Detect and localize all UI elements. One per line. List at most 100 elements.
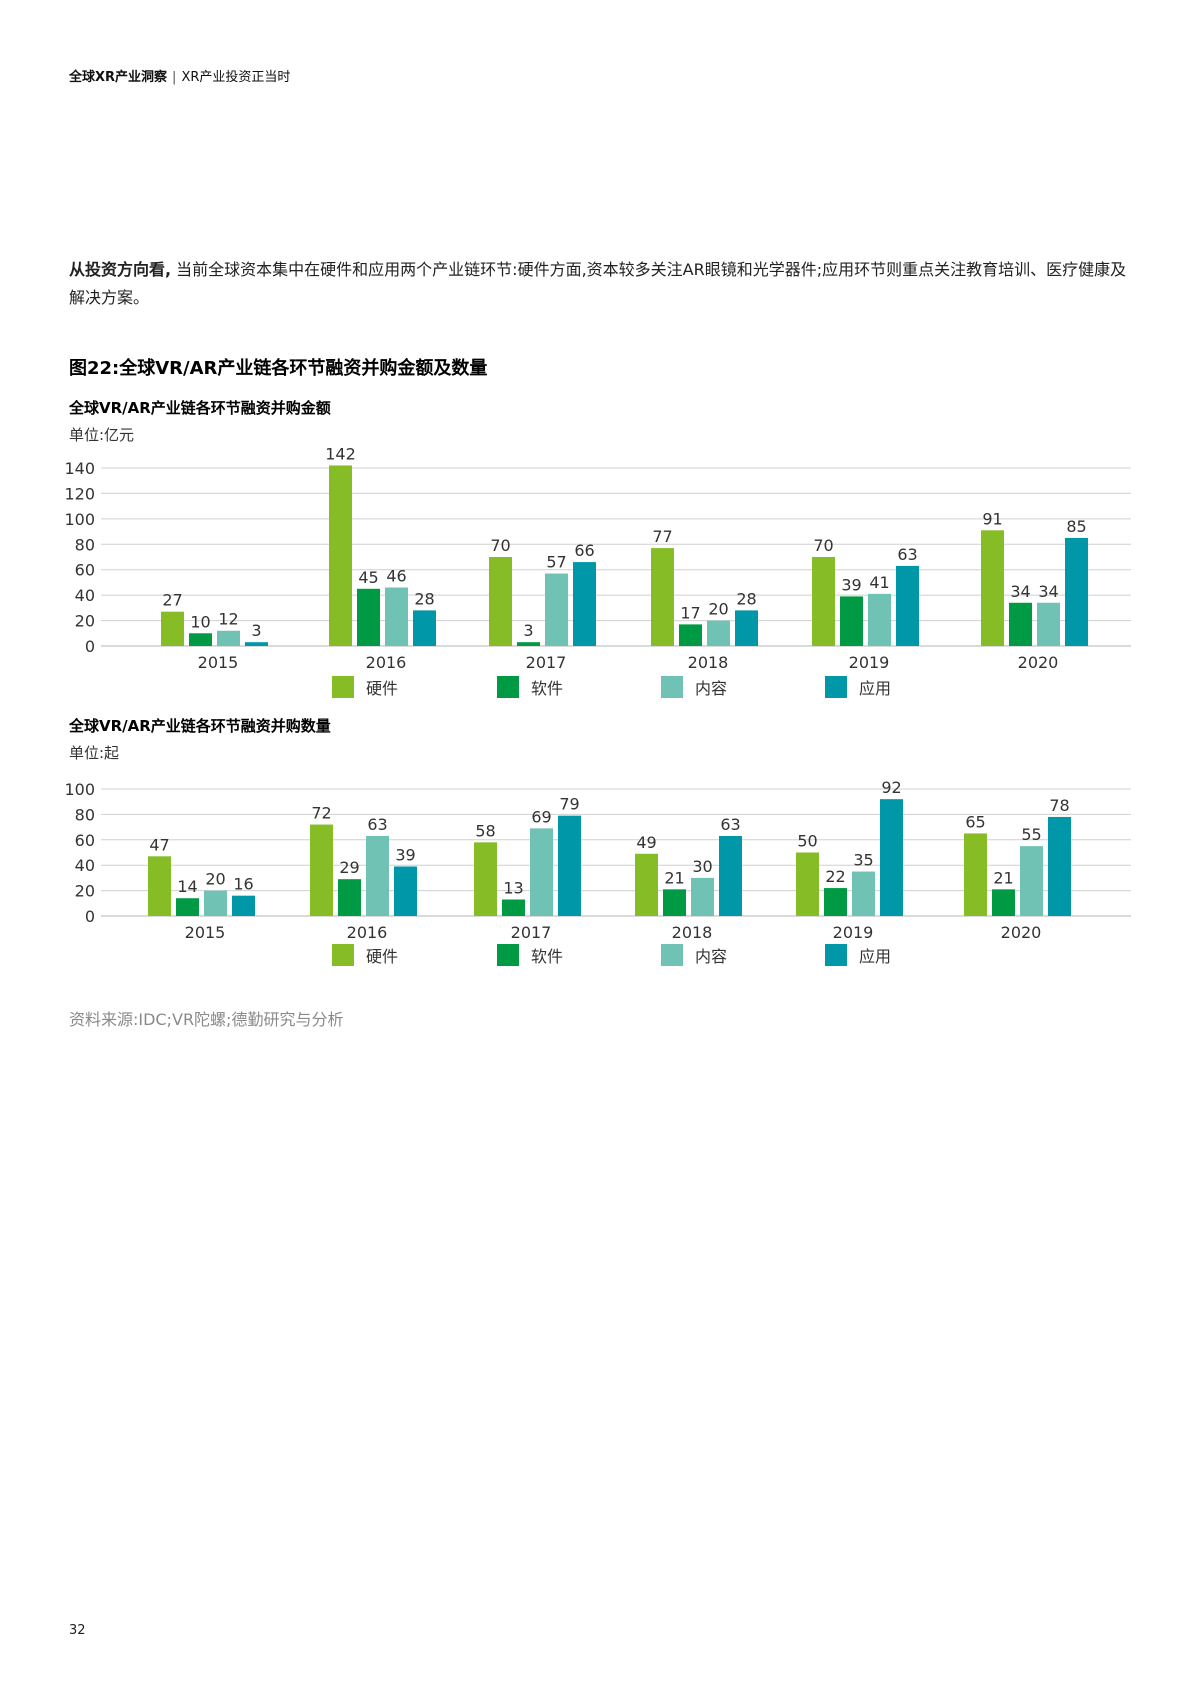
page-header: 全球XR产业洞察 | XR产业投资正当时 <box>69 66 290 85</box>
header-title: 全球XR产业洞察 <box>69 70 168 85</box>
page-number: 32 <box>69 1623 86 1638</box>
data-label: 72 <box>311 804 331 823</box>
data-label: 39 <box>841 575 861 594</box>
legend-swatch <box>661 944 683 966</box>
data-label: 49 <box>636 833 656 852</box>
bar <box>1020 846 1043 916</box>
x-tick-label: 2016 <box>366 653 407 672</box>
data-label: 58 <box>475 821 495 840</box>
data-label: 28 <box>736 589 756 608</box>
y-tick-label: 0 <box>85 637 95 656</box>
data-label: 85 <box>1066 517 1086 536</box>
x-tick-label: 2015 <box>198 653 239 672</box>
bar <box>189 633 212 646</box>
data-label: 14 <box>177 877 197 896</box>
bar <box>824 888 847 916</box>
legend-label: 应用 <box>859 679 891 698</box>
bar <box>852 871 875 916</box>
y-tick-label: 120 <box>64 484 95 503</box>
data-label: 12 <box>218 610 238 629</box>
data-label: 46 <box>386 567 406 586</box>
bar <box>796 852 819 916</box>
data-label: 65 <box>965 812 985 831</box>
data-label: 79 <box>559 795 579 814</box>
chart1-amount: 0 20 40 60 80 100 120 140 27 10 12 3 2015 142 45 46 28 20… <box>64 444 1131 698</box>
bar <box>635 853 658 916</box>
bar <box>691 877 714 916</box>
bar <box>245 642 268 646</box>
y-tick-label: 20 <box>75 882 95 901</box>
bar <box>964 833 987 916</box>
x-tick-label: 2017 <box>526 653 567 672</box>
legend-label: 硬件 <box>366 947 398 966</box>
data-label: 35 <box>853 851 873 870</box>
y-tick-label: 100 <box>64 780 95 799</box>
data-label: 63 <box>897 545 917 564</box>
data-label: 28 <box>414 589 434 608</box>
bar <box>329 465 352 646</box>
data-label: 70 <box>490 536 510 555</box>
data-label: 78 <box>1049 796 1069 815</box>
bar <box>474 842 497 916</box>
data-label: 17 <box>680 603 700 622</box>
data-label: 69 <box>531 807 551 826</box>
x-tick-label: 2019 <box>833 923 874 942</box>
chart1-unit: 单位:亿元 <box>69 426 135 444</box>
legend-label: 软件 <box>531 679 563 698</box>
data-label: 142 <box>325 444 356 463</box>
bar <box>161 611 184 646</box>
bar <box>719 835 742 916</box>
bar <box>1048 816 1071 916</box>
y-tick-label: 20 <box>75 612 95 631</box>
y-tick-label: 80 <box>75 535 95 554</box>
data-label: 63 <box>720 815 740 834</box>
legend-swatch <box>497 944 519 966</box>
intro-paragraph: 从投资方向看, 当前全球资本集中在硬件和应用两个产业链环节:硬件方面,资本较多关… <box>69 256 1129 312</box>
y-tick-label: 60 <box>75 561 95 580</box>
y-tick-label: 100 <box>64 510 95 529</box>
bar <box>663 889 686 916</box>
data-label: 13 <box>503 878 523 897</box>
y-tick-label: 140 <box>64 459 95 478</box>
x-tick-label: 2019 <box>849 653 890 672</box>
data-label: 29 <box>339 858 359 877</box>
chart2-title: 全球VR/AR产业链各环节融资并购数量 <box>69 717 331 735</box>
bar <box>310 824 333 916</box>
x-tick-label: 2017 <box>511 923 552 942</box>
intro-text: 当前全球资本集中在硬件和应用两个产业链环节:硬件方面,资本较多关注AR眼镜和光学… <box>69 260 1127 307</box>
data-label: 45 <box>358 568 378 587</box>
data-label: 30 <box>692 857 712 876</box>
bar <box>366 835 389 916</box>
legend-swatch <box>661 676 683 698</box>
bar <box>338 879 361 916</box>
bar <box>1037 602 1060 646</box>
bar <box>413 610 436 646</box>
figure-title: 图22:全球VR/AR产业链各环节融资并购金额及数量 <box>69 358 488 379</box>
legend-swatch <box>497 676 519 698</box>
data-label: 20 <box>205 870 225 889</box>
x-tick-label: 2018 <box>688 653 729 672</box>
data-label: 20 <box>708 600 728 619</box>
x-tick-label: 2016 <box>347 923 388 942</box>
legend-label: 软件 <box>531 947 563 966</box>
bar <box>176 898 199 916</box>
bar <box>679 624 702 646</box>
header-subtitle: XR产业投资正当时 <box>181 70 291 85</box>
bar <box>651 548 674 646</box>
data-label: 3 <box>523 621 533 640</box>
bar <box>530 828 553 916</box>
data-label: 34 <box>1038 582 1058 601</box>
bar <box>148 856 171 916</box>
bar <box>217 630 240 646</box>
legend-label: 应用 <box>859 947 891 966</box>
data-label: 41 <box>869 573 889 592</box>
y-tick-label: 0 <box>85 907 95 926</box>
bar <box>896 565 919 646</box>
data-label: 63 <box>367 815 387 834</box>
data-label: 66 <box>574 541 594 560</box>
data-label: 22 <box>825 867 845 886</box>
data-label: 91 <box>982 509 1002 528</box>
bar <box>707 620 730 646</box>
data-label: 21 <box>993 868 1013 887</box>
